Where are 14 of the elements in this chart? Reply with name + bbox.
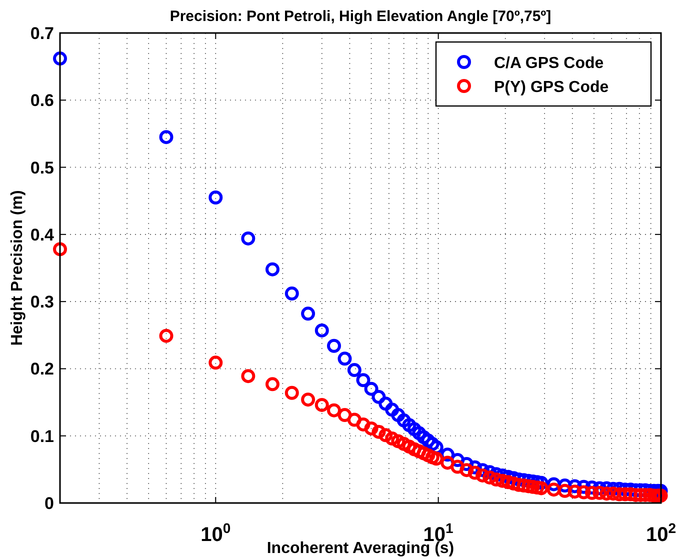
y-tick-label: 0 (44, 494, 54, 513)
y-tick-label: 0.7 (30, 24, 54, 43)
legend-label: C/A GPS Code (494, 55, 604, 72)
y-tick-label: 0.1 (30, 426, 54, 446)
y-tick-label: 0.2 (30, 360, 54, 379)
x-tick-label: 10$^{2}$ (646, 520, 676, 546)
chart-title: Precision: Pont Petroli, High Elevation Angle [70º,75º] (170, 8, 552, 25)
y-tick-label: 0.3 (30, 292, 54, 312)
y-tick-label: 0.4 (30, 225, 55, 244)
legend-label: P(Y) GPS Code (494, 79, 609, 96)
y-tick-label: 0.6 (30, 91, 54, 110)
y-tick-label: 0.5 (30, 158, 54, 178)
x-tick-label: 10$^{0}$ (200, 520, 231, 546)
y-axis-title: Height Precision (m) (9, 190, 26, 346)
